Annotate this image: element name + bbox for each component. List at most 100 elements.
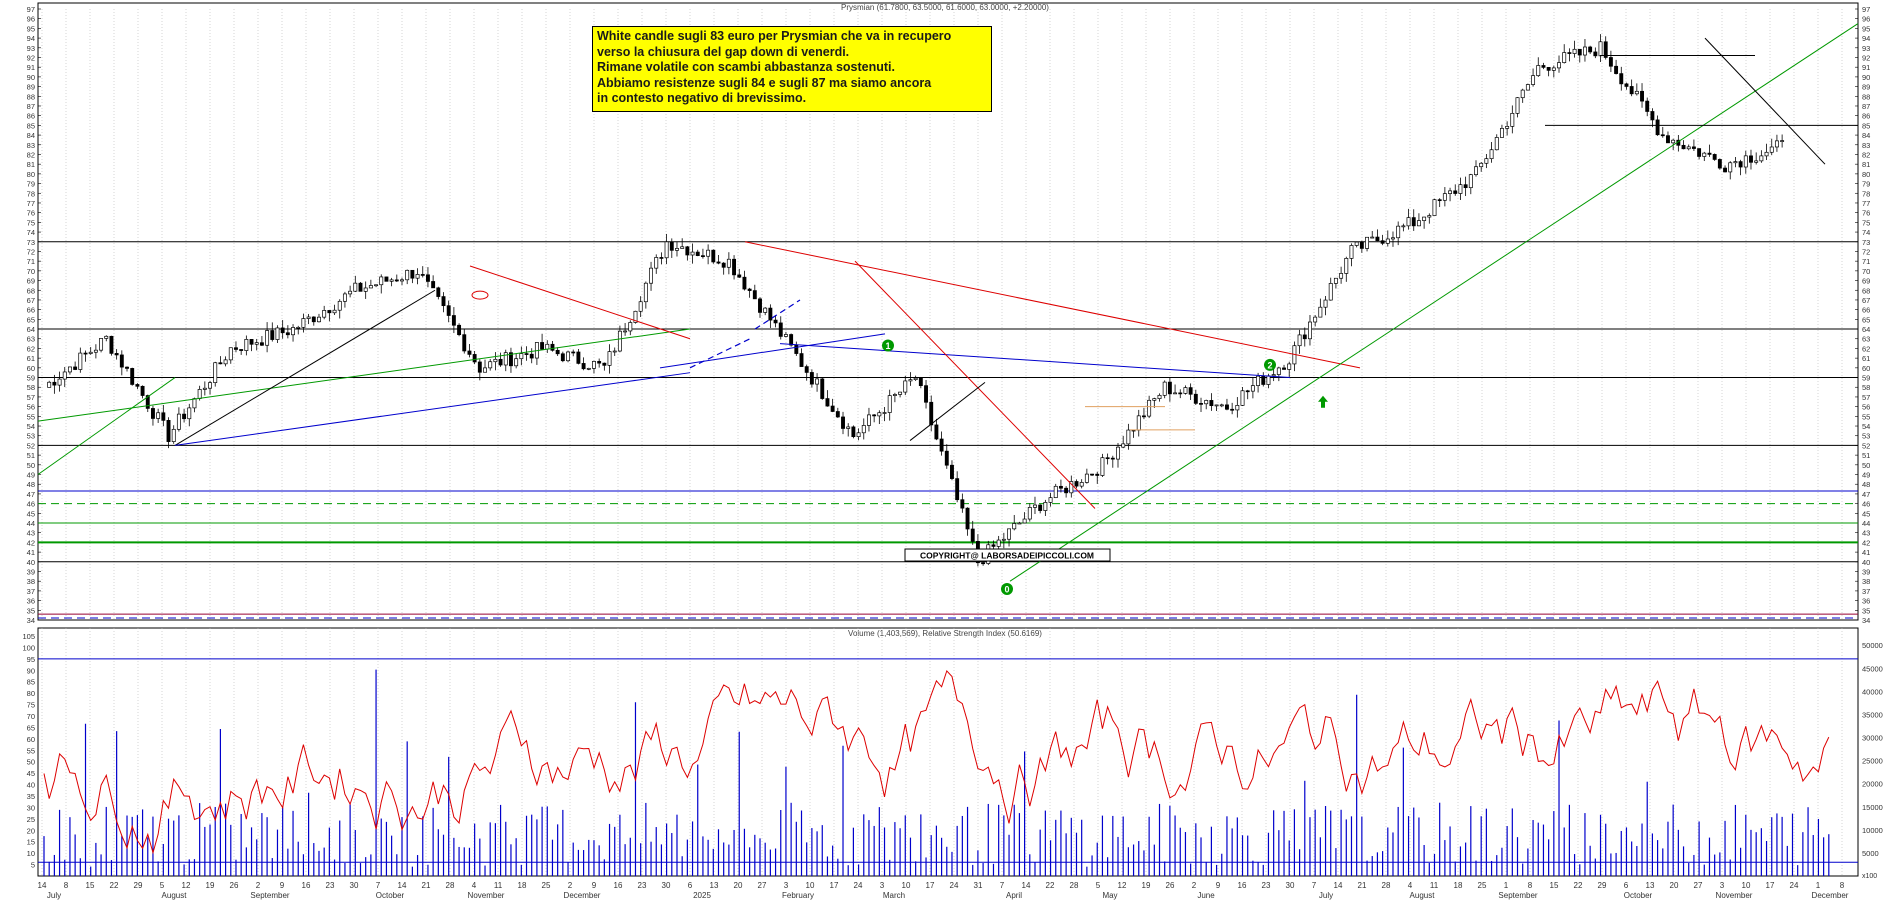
x-tick-day: 9 <box>1216 881 1221 890</box>
black-candle <box>918 377 923 386</box>
candles-group <box>47 34 1785 567</box>
white-candle <box>156 412 161 419</box>
white-candle <box>996 539 1001 547</box>
x-tick-day: 24 <box>1790 881 1799 890</box>
black-candle <box>73 366 78 370</box>
white-candle <box>887 395 892 413</box>
x-tick-month: November <box>1716 891 1753 900</box>
black-candle <box>1650 111 1655 121</box>
y-tick-left: 35 <box>27 606 35 615</box>
black-candle <box>804 366 809 373</box>
x-tick-day: 9 <box>280 881 285 890</box>
white-candle <box>213 362 218 384</box>
copyright-label: COPYRIGHT@ LABORSADEIPICCOLI.COM <box>920 551 1094 561</box>
x-tick-day: 25 <box>1478 881 1487 890</box>
white-candle <box>638 301 643 312</box>
black-candle <box>555 349 560 355</box>
x-tick-day: 23 <box>1262 881 1271 890</box>
black-candle <box>125 366 129 369</box>
white-candle <box>1017 522 1022 525</box>
white-candle <box>223 359 228 365</box>
white-candle <box>1043 502 1048 511</box>
white-candle <box>867 414 871 426</box>
y-tick-right: 40 <box>1862 558 1870 567</box>
white-candle <box>882 412 887 414</box>
white-candle <box>379 276 384 286</box>
volume-y-tick: 15000 <box>1862 803 1883 812</box>
white-candle <box>488 361 493 369</box>
white-candle <box>1308 321 1312 340</box>
y-tick-right: 94 <box>1862 34 1870 43</box>
white-candle <box>1349 245 1354 259</box>
white-candle <box>1354 241 1359 246</box>
white-candle <box>171 428 176 442</box>
trendline-black-down <box>1704 37 1826 165</box>
y-tick-left: 44 <box>27 519 35 528</box>
x-tick-day: 22 <box>1574 881 1583 890</box>
black-candle <box>1738 161 1743 168</box>
y-tick-left: 82 <box>27 150 35 159</box>
black-candle <box>576 351 581 364</box>
y-tick-left: 39 <box>27 568 35 577</box>
black-candle <box>1167 381 1172 395</box>
y-tick-left: 90 <box>27 73 35 82</box>
y-tick-right: 73 <box>1862 238 1870 247</box>
black-candle <box>841 416 845 429</box>
white-candle <box>519 353 524 360</box>
white-candle <box>643 282 648 303</box>
white-candle <box>1033 504 1037 508</box>
white-candle <box>649 267 653 284</box>
x-tick-day: 6 <box>1624 881 1629 890</box>
x-tick-day: 21 <box>1358 881 1367 890</box>
y-tick-right: 80 <box>1862 170 1870 179</box>
black-candle <box>1723 167 1727 173</box>
white-candle <box>368 285 373 289</box>
x-tick-month: December <box>564 891 601 900</box>
white-candle <box>846 426 851 429</box>
white-candle <box>892 394 897 396</box>
trendline-green <box>37 377 176 475</box>
rsi-y-tick: 40 <box>27 781 35 790</box>
y-tick-left: 63 <box>27 335 35 344</box>
y-tick-left: 62 <box>27 344 35 353</box>
white-candle <box>265 330 270 346</box>
y-tick-right: 68 <box>1862 286 1870 295</box>
y-tick-right: 83 <box>1862 141 1870 150</box>
x-tick-day: 10 <box>806 881 815 890</box>
white-candle <box>1598 41 1603 57</box>
white-candle <box>1489 149 1494 160</box>
black-candle <box>597 361 602 364</box>
x-tick-day: 21 <box>422 881 431 890</box>
white-candle <box>1333 277 1338 284</box>
white-candle <box>1344 258 1349 274</box>
black-candle <box>1463 184 1468 189</box>
white-candle <box>99 338 104 351</box>
y-tick-right: 46 <box>1862 500 1870 509</box>
y-tick-right: 41 <box>1862 548 1870 557</box>
black-candle <box>1603 41 1608 58</box>
marker-number: 2 <box>1267 360 1272 370</box>
white-candle <box>903 380 908 393</box>
black-candle <box>311 316 316 323</box>
trendline-red <box>854 260 1096 509</box>
white-candle <box>514 358 519 367</box>
black-candle <box>529 353 534 359</box>
white-candle <box>1240 390 1245 406</box>
white-candle <box>1271 374 1276 377</box>
black-candle <box>1282 367 1286 370</box>
x-tick-month: September <box>1498 891 1537 900</box>
volume-y-tick: 35000 <box>1862 710 1883 719</box>
x-tick-day: 28 <box>1382 881 1391 890</box>
white-candle <box>503 352 508 366</box>
black-candle <box>789 334 794 346</box>
white-candle <box>1297 334 1302 347</box>
black-candle <box>1707 152 1712 155</box>
white-candle <box>1401 225 1406 228</box>
white-candle <box>1531 75 1536 85</box>
black-candle <box>773 319 778 324</box>
white-candle <box>1022 518 1027 524</box>
white-candle <box>1027 507 1032 520</box>
y-tick-right: 74 <box>1862 228 1870 237</box>
rsi-y-tick: 10 <box>27 849 35 858</box>
x-tick-month: August <box>1410 891 1436 900</box>
